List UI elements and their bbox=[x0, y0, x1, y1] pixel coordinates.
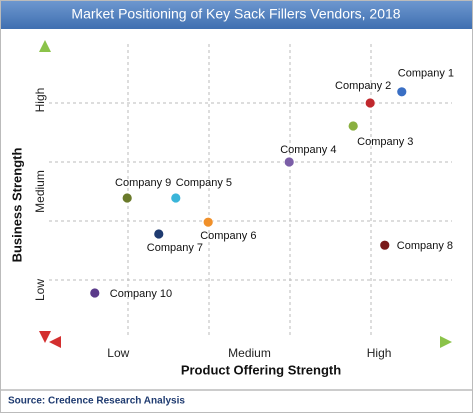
point bbox=[153, 228, 165, 240]
y-tick-label: Low bbox=[33, 279, 47, 301]
point-label: Company 5 bbox=[176, 177, 232, 189]
x-tick-label: Low bbox=[107, 346, 129, 360]
point bbox=[121, 192, 133, 204]
point bbox=[170, 192, 182, 204]
point-label: Company 7 bbox=[147, 242, 203, 254]
x-arrow-right bbox=[440, 336, 452, 348]
x-axis-title: Product Offering Strength bbox=[181, 362, 341, 377]
point bbox=[89, 287, 101, 299]
title-bar bbox=[1, 1, 472, 29]
point-label: Company 10 bbox=[110, 288, 172, 300]
point-label: Company 1 bbox=[398, 68, 454, 80]
point bbox=[283, 156, 295, 168]
y-axis-title: Business Strength bbox=[9, 148, 24, 263]
y-arrow-bottom bbox=[39, 331, 51, 343]
point-label: Company 4 bbox=[280, 144, 336, 156]
x-tick-label: High bbox=[367, 346, 392, 360]
point bbox=[364, 97, 376, 109]
source: Source: Credence Research Analysis bbox=[8, 396, 185, 407]
point bbox=[347, 120, 359, 132]
x-tick-label: Medium bbox=[228, 346, 271, 360]
point bbox=[379, 239, 391, 251]
point-label: Company 2 bbox=[335, 80, 391, 92]
y-tick-label: High bbox=[33, 88, 47, 113]
y-arrow-top bbox=[39, 40, 51, 52]
point-label: Company 3 bbox=[357, 136, 413, 148]
point-label: Company 9 bbox=[115, 177, 171, 189]
y-tick-label: Medium bbox=[33, 170, 47, 213]
x-arrow-left bbox=[49, 336, 61, 348]
point bbox=[396, 86, 408, 98]
point-label: Company 8 bbox=[397, 240, 453, 252]
chart-title: Market Positioning of Key Sack Fillers V… bbox=[71, 6, 400, 22]
point bbox=[202, 216, 214, 228]
point-label: Company 6 bbox=[200, 230, 256, 242]
